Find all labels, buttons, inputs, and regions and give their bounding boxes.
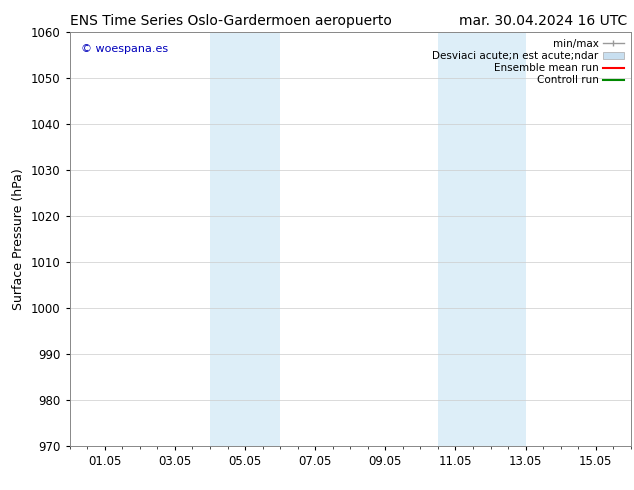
Bar — [438, 32, 526, 446]
Bar — [210, 32, 280, 446]
Text: ENS Time Series Oslo-Gardermoen aeropuerto: ENS Time Series Oslo-Gardermoen aeropuer… — [70, 14, 392, 28]
Text: © woespana.es: © woespana.es — [81, 44, 168, 54]
Legend: min/max, Desviaci acute;n est acute;ndar, Ensemble mean run, Controll run: min/max, Desviaci acute;n est acute;ndar… — [430, 37, 626, 88]
Text: mar. 30.04.2024 16 UTC: mar. 30.04.2024 16 UTC — [460, 14, 628, 28]
Y-axis label: Surface Pressure (hPa): Surface Pressure (hPa) — [13, 168, 25, 310]
